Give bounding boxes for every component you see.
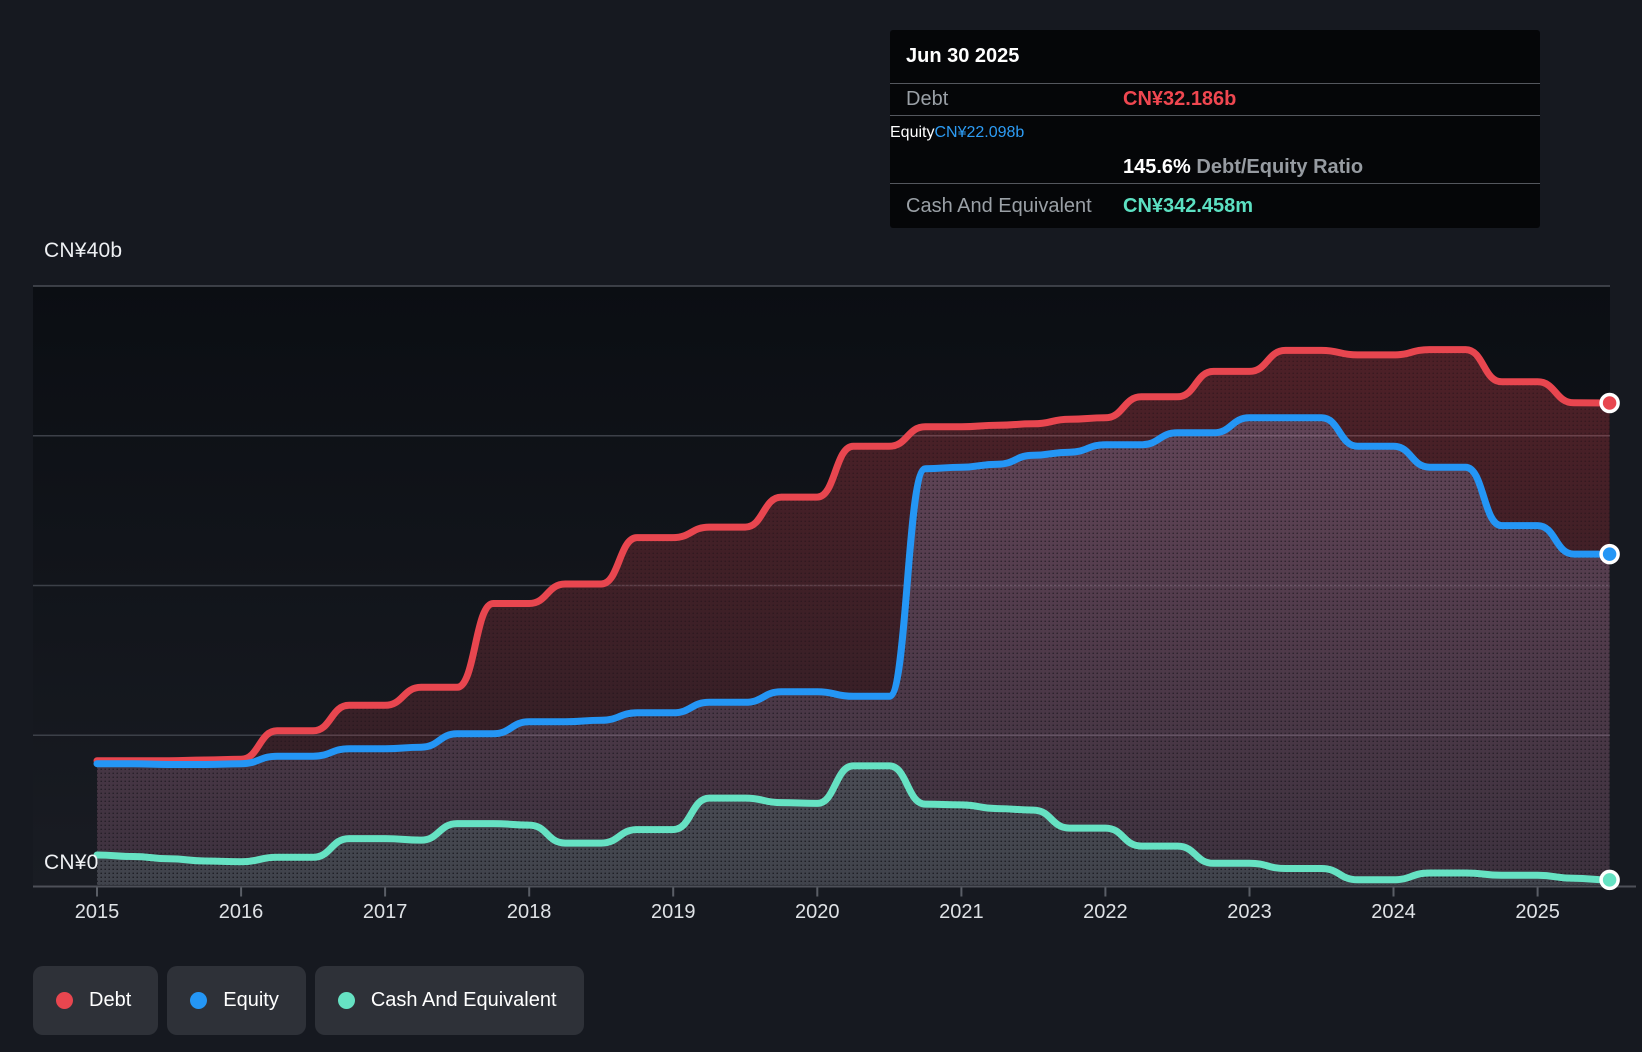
y-axis-label-zero: CN¥0 xyxy=(44,851,99,874)
legend-debt-label: Debt xyxy=(89,989,132,1011)
equity-line xyxy=(93,414,1614,768)
tooltip-equity-value: CN¥22.098b xyxy=(934,124,1025,141)
cash-line xyxy=(93,762,1614,884)
tooltip-ratio-label: Debt/Equity Ratio xyxy=(1196,155,1364,178)
cash-area-texture xyxy=(97,765,1610,885)
legend: Debt Equity Cash And Equivalent xyxy=(33,966,584,1035)
tooltip-equity-section: Equity CN¥22.098b 145.6% Debt/Equity Rat… xyxy=(890,115,1540,183)
legend-item-equity[interactable]: Equity xyxy=(167,966,306,1035)
tooltip-ratio-row: 145.6% Debt/Equity Ratio xyxy=(890,150,1540,184)
debt-end-marker xyxy=(1599,392,1620,414)
cash-color-dot-icon xyxy=(337,992,355,1009)
tooltip-date: Jun 30 2025 xyxy=(906,45,1020,67)
debt-line xyxy=(93,346,1614,765)
tooltip-ratio-value: 145.6% Debt/Equity Ratio xyxy=(1123,155,1364,178)
tooltip: Jun 30 2025 Debt CN¥32.186b Equity CN¥22… xyxy=(890,30,1540,228)
tooltip-cash-value: CN¥342.458m xyxy=(1123,194,1254,217)
tooltip-cash-row: Cash And Equivalent CN¥342.458m xyxy=(890,183,1540,228)
legend-equity-label: Equity xyxy=(223,989,279,1011)
tooltip-cash-label: Cash And Equivalent xyxy=(906,194,1092,217)
debt-color-dot-icon xyxy=(56,992,73,1009)
legend-cash-label: Cash And Equivalent xyxy=(370,989,557,1011)
equity-area-texture xyxy=(97,417,1610,885)
legend-item-cash[interactable]: Cash And Equivalent xyxy=(314,966,584,1035)
tooltip-debt-value: CN¥32.186b xyxy=(1123,88,1237,110)
tooltip-debt-label: Debt xyxy=(906,88,949,110)
tooltip-debt-row: Debt CN¥32.186b xyxy=(890,83,1540,115)
cash-end-marker xyxy=(1599,869,1620,891)
y-axis-label-top: CN¥40b xyxy=(44,239,123,262)
tooltip-equity-label: Equity xyxy=(890,124,935,141)
legend-item-debt[interactable]: Debt xyxy=(33,966,159,1035)
equity-end-marker xyxy=(1599,543,1620,565)
equity-color-dot-icon xyxy=(190,992,208,1009)
tooltip-equity-row: Equity CN¥22.098b xyxy=(890,116,1540,150)
